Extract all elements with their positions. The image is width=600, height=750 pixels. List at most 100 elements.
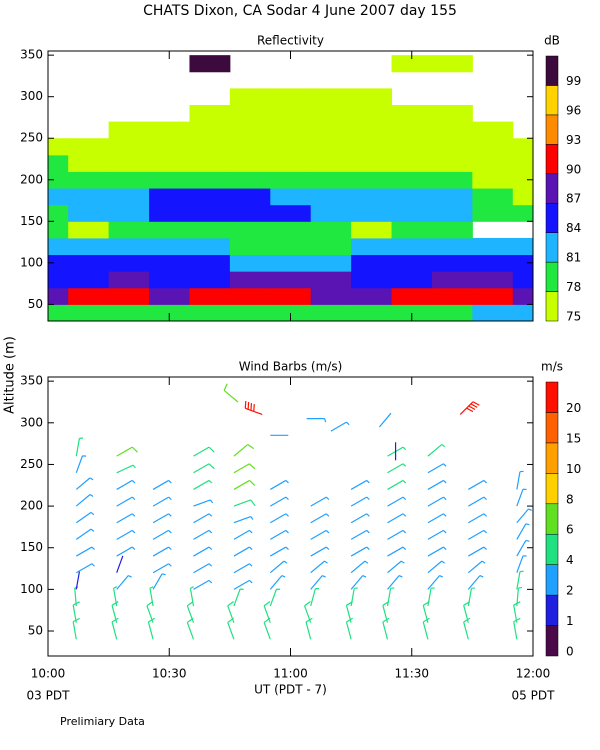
heat-cell (149, 204, 190, 222)
heat-cell (351, 304, 393, 322)
heat-cell (351, 287, 393, 305)
heat-cell (189, 138, 231, 156)
wind-barb (310, 560, 328, 574)
heat-cell (431, 55, 473, 73)
heat-cell (149, 271, 190, 289)
wind-barb (427, 546, 447, 557)
wind-barb (152, 529, 172, 540)
wind-barb (244, 401, 263, 416)
heat-cell (189, 105, 231, 123)
heat-cell (472, 287, 514, 305)
heat-cell (431, 221, 473, 239)
heat-cell (270, 105, 312, 123)
wind-barb (152, 496, 172, 507)
wind-barb (193, 546, 213, 557)
colorbar-label: 75 (566, 310, 581, 324)
heat-cell (108, 254, 150, 272)
heat-cell (270, 254, 312, 272)
wind-barb (233, 563, 253, 574)
heat-cell (391, 188, 433, 206)
y-tick-label: 300 (20, 89, 43, 103)
heat-cell (229, 237, 271, 256)
heat-cell (108, 271, 150, 289)
heat-cell (472, 237, 514, 256)
heat-cell (512, 138, 534, 156)
heat-cell (68, 287, 110, 305)
heat-cell (189, 237, 231, 256)
heat-cell (48, 204, 69, 222)
heat-cell (391, 287, 433, 305)
wind-barb (310, 529, 330, 540)
wind-barb (422, 617, 430, 640)
heat-cell (229, 138, 271, 156)
y-tick-label: 100 (20, 582, 43, 596)
heat-cell (431, 237, 473, 256)
heat-cell (472, 121, 514, 139)
heat-cell (310, 171, 352, 189)
y-tick-label: 150 (20, 214, 43, 228)
wind-barb (233, 516, 254, 524)
heat-cell (310, 88, 352, 106)
heat-cell (472, 171, 514, 189)
y-axis-label: Altitude (m) (3, 336, 18, 414)
wind-barb (378, 412, 392, 428)
heat-cell (431, 254, 473, 272)
wind-barb (427, 463, 447, 474)
heat-cell (431, 204, 473, 222)
heat-cell (310, 154, 352, 172)
wind-barb (193, 479, 213, 490)
heat-cell (270, 154, 312, 172)
colorbar-label: 87 (566, 192, 581, 206)
wind-barb (467, 587, 476, 607)
heat-cell (391, 121, 433, 139)
wind-barb (427, 444, 446, 457)
heat-cell (391, 271, 433, 289)
colorbar-label: 8 (566, 492, 574, 506)
wind-barb (116, 446, 138, 457)
wind-barb (233, 546, 253, 557)
heat-cell (149, 154, 190, 172)
colorbar-block (545, 232, 559, 263)
panel-title: Wind Barbs (m/s) (239, 360, 343, 374)
wind-barb (386, 587, 395, 607)
wind-barb (75, 437, 84, 457)
wind-barb (467, 575, 484, 590)
wind-barb (468, 496, 487, 507)
wind-barb (269, 513, 289, 524)
x-tick-label: 10:30 (152, 667, 187, 681)
heat-cell (472, 138, 514, 156)
heat-cell (512, 188, 534, 206)
wind-barb (427, 560, 446, 574)
colorbar-block (545, 412, 559, 444)
heat-cell (68, 254, 110, 272)
heat-cell (431, 287, 473, 305)
wind-barb (350, 496, 370, 507)
heat-cell (310, 188, 352, 206)
wind-barb (350, 513, 370, 524)
heat-cell (48, 171, 69, 189)
wind-barb (116, 479, 136, 490)
wind-barb (310, 575, 326, 590)
heat-cell (391, 171, 433, 189)
heat-cell (310, 271, 352, 289)
y-tick-label: 250 (20, 457, 43, 471)
colorbar-label: 96 (566, 103, 581, 117)
wind-barb (468, 546, 487, 557)
heat-cell (108, 287, 150, 305)
colorbar-block (545, 503, 559, 535)
colorbar-label: 1 (566, 614, 574, 628)
heat-cell (431, 121, 473, 139)
y-tick-label: 150 (20, 540, 43, 554)
heat-cell (48, 271, 69, 289)
heat-cell (48, 188, 69, 206)
wind-barb (227, 601, 235, 623)
wind-barb (193, 529, 213, 540)
heat-cell (391, 221, 433, 239)
colorbar-unit: m/s (541, 360, 563, 374)
heat-cell (229, 188, 271, 206)
heat-cell (512, 204, 534, 222)
heat-cell (472, 271, 514, 289)
heat-cell (351, 121, 393, 139)
heat-cell (270, 237, 312, 256)
heat-cell (229, 105, 271, 123)
